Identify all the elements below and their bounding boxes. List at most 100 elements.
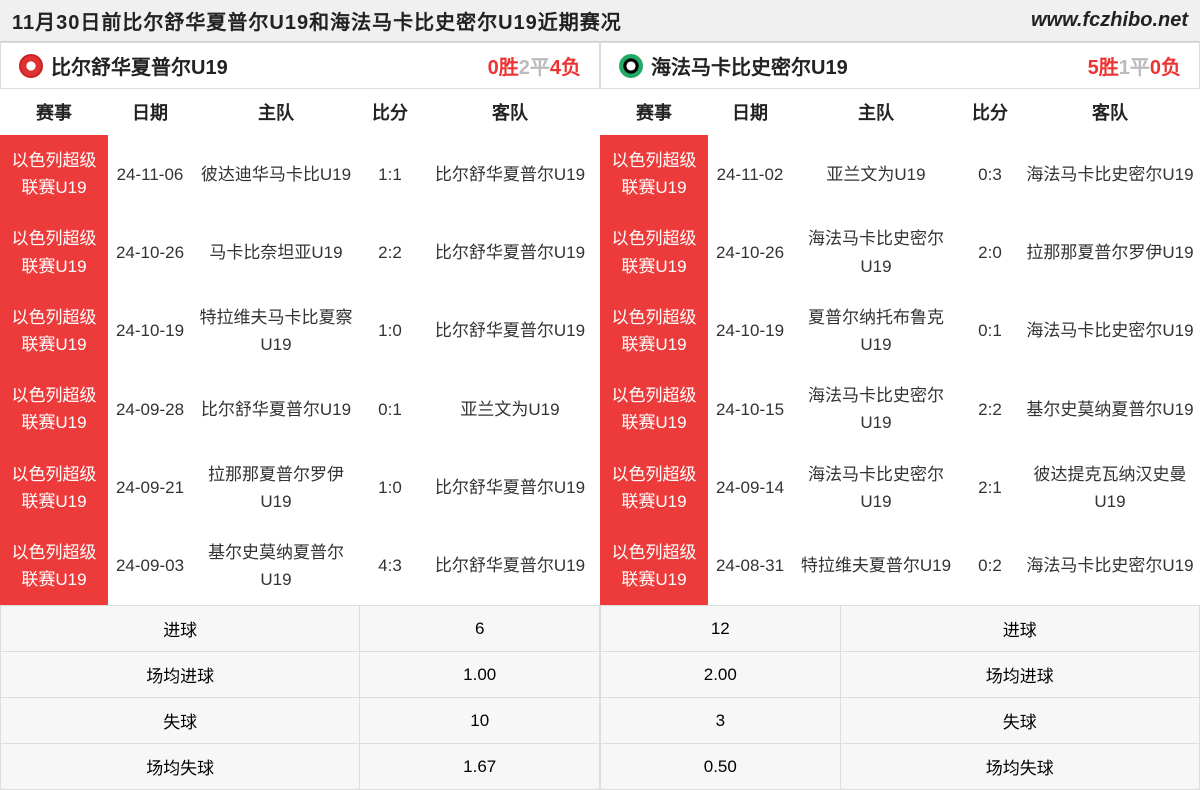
team-a-stats-table: 进球6场均进球1.00失球10场均失球1.67 [0,605,600,790]
stats-value: 10 [360,698,600,744]
table-header-row: 赛事 日期 主队 比分 客队 [600,89,1200,135]
stats-row-item: 场均失球1.67 [1,744,600,790]
stats-row-item: 3失球 [601,698,1200,744]
cell-date: 24-11-02 [708,135,792,213]
cell-comp: 以色列超级联赛U19 [0,370,108,448]
table-header-row: 赛事 日期 主队 比分 客队 [0,89,600,135]
cell-score: 0:3 [960,135,1020,213]
cell-date: 24-09-21 [108,449,192,527]
cell-date: 24-09-28 [108,370,192,448]
team-b-header: 海法马卡比史密尔U19 5胜1平0负 [600,42,1200,89]
stats-value: 3 [601,698,841,744]
col-away: 客队 [1020,89,1200,135]
cell-home: 海法马卡比史密尔U19 [792,449,960,527]
page-title: 11月30日前比尔舒华夏普尔U19和海法马卡比史密尔U19近期赛况 [12,6,622,35]
team-b-record: 5胜1平0负 [1088,51,1181,80]
table-row: 以色列超级联赛U1924-09-28比尔舒华夏普尔U190:1亚兰文为U19 [0,370,600,448]
stats-value: 0.50 [601,744,841,790]
cell-date: 24-10-26 [108,213,192,291]
team-a-record: 0胜2平4负 [488,51,581,80]
cell-comp: 以色列超级联赛U19 [600,527,708,605]
table-row: 以色列超级联赛U1924-11-02亚兰文为U190:3海法马卡比史密尔U19 [600,135,1200,213]
cell-comp: 以色列超级联赛U19 [0,213,108,291]
team-b-name: 海法马卡比史密尔U19 [651,51,848,80]
cell-score: 2:2 [960,370,1020,448]
cell-comp: 以色列超级联赛U19 [600,135,708,213]
table-row: 以色列超级联赛U1924-10-26海法马卡比史密尔U192:0拉那那夏普尔罗伊… [600,213,1200,291]
col-away: 客队 [420,89,600,135]
cell-home: 特拉维夫马卡比夏察U19 [192,292,360,370]
cell-comp: 以色列超级联赛U19 [600,292,708,370]
col-home: 主队 [792,89,960,135]
cell-away: 亚兰文为U19 [420,370,600,448]
cell-away: 比尔舒华夏普尔U19 [420,292,600,370]
cell-comp: 以色列超级联赛U19 [600,449,708,527]
cell-home: 马卡比奈坦亚U19 [192,213,360,291]
stats-label: 进球 [840,606,1199,652]
cell-away: 基尔史莫纳夏普尔U19 [1020,370,1200,448]
cell-comp: 以色列超级联赛U19 [600,213,708,291]
cell-score: 1:1 [360,135,420,213]
cell-comp: 以色列超级联赛U19 [0,135,108,213]
stats-label: 场均失球 [1,744,360,790]
team-a-name: 比尔舒华夏普尔U19 [51,51,228,80]
cell-score: 2:2 [360,213,420,291]
col-score: 比分 [960,89,1020,135]
cell-date: 24-11-06 [108,135,192,213]
cell-date: 24-10-15 [708,370,792,448]
cell-away: 比尔舒华夏普尔U19 [420,449,600,527]
cell-away: 海法马卡比史密尔U19 [1020,527,1200,605]
cell-score: 0:1 [360,370,420,448]
match-tables-row: 赛事 日期 主队 比分 客队 以色列超级联赛U1924-11-06彼达迪华马卡比… [0,89,1200,605]
cell-score: 4:3 [360,527,420,605]
table-row: 以色列超级联赛U1924-09-21拉那那夏普尔罗伊U191:0比尔舒华夏普尔U… [0,449,600,527]
table-row: 以色列超级联赛U1924-10-19夏普尔纳托布鲁克U190:1海法马卡比史密尔… [600,292,1200,370]
team-b-matches-table: 赛事 日期 主队 比分 客队 以色列超级联赛U1924-11-02亚兰文为U19… [600,89,1200,605]
col-score: 比分 [360,89,420,135]
source-url: www.fczhibo.net [1031,9,1188,32]
col-comp: 赛事 [0,89,108,135]
stats-row-item: 失球10 [1,698,600,744]
cell-home: 夏普尔纳托布鲁克U19 [792,292,960,370]
cell-date: 24-08-31 [708,527,792,605]
team-headers-row: 比尔舒华夏普尔U19 0胜2平4负 海法马卡比史密尔U19 5胜1平0负 [0,42,1200,89]
cell-home: 海法马卡比史密尔U19 [792,370,960,448]
stats-label: 场均失球 [840,744,1199,790]
cell-home: 特拉维夫夏普尔U19 [792,527,960,605]
stats-row-item: 12进球 [601,606,1200,652]
cell-home: 彼达迪华马卡比U19 [192,135,360,213]
table-row: 以色列超级联赛U1924-10-19特拉维夫马卡比夏察U191:0比尔舒华夏普尔… [0,292,600,370]
stats-value: 12 [601,606,841,652]
cell-away: 比尔舒华夏普尔U19 [420,135,600,213]
cell-away: 海法马卡比史密尔U19 [1020,135,1200,213]
cell-home: 海法马卡比史密尔U19 [792,213,960,291]
team-a-header: 比尔舒华夏普尔U19 0胜2平4负 [0,42,600,89]
cell-home: 拉那那夏普尔罗伊U19 [192,449,360,527]
cell-score: 0:2 [960,527,1020,605]
cell-score: 2:0 [960,213,1020,291]
table-row: 以色列超级联赛U1924-09-14海法马卡比史密尔U192:1彼达提克瓦纳汉史… [600,449,1200,527]
cell-score: 0:1 [960,292,1020,370]
cell-date: 24-10-19 [108,292,192,370]
stats-label: 失球 [1,698,360,744]
cell-away: 海法马卡比史密尔U19 [1020,292,1200,370]
team-a-matches-table: 赛事 日期 主队 比分 客队 以色列超级联赛U1924-11-06彼达迪华马卡比… [0,89,600,605]
cell-score: 2:1 [960,449,1020,527]
cell-comp: 以色列超级联赛U19 [0,449,108,527]
cell-away: 比尔舒华夏普尔U19 [420,213,600,291]
col-home: 主队 [192,89,360,135]
cell-comp: 以色列超级联赛U19 [0,527,108,605]
stats-row: 进球6场均进球1.00失球10场均失球1.67 12进球2.00场均进球3失球0… [0,605,1200,790]
stats-value: 1.67 [360,744,600,790]
cell-date: 24-09-14 [708,449,792,527]
cell-score: 1:0 [360,292,420,370]
stats-label: 失球 [840,698,1199,744]
stats-row-item: 进球6 [1,606,600,652]
cell-comp: 以色列超级联赛U19 [0,292,108,370]
cell-date: 24-09-03 [108,527,192,605]
cell-away: 拉那那夏普尔罗伊U19 [1020,213,1200,291]
stats-label: 进球 [1,606,360,652]
col-date: 日期 [108,89,192,135]
team-b-stats-table: 12进球2.00场均进球3失球0.50场均失球 [600,605,1200,790]
col-comp: 赛事 [600,89,708,135]
